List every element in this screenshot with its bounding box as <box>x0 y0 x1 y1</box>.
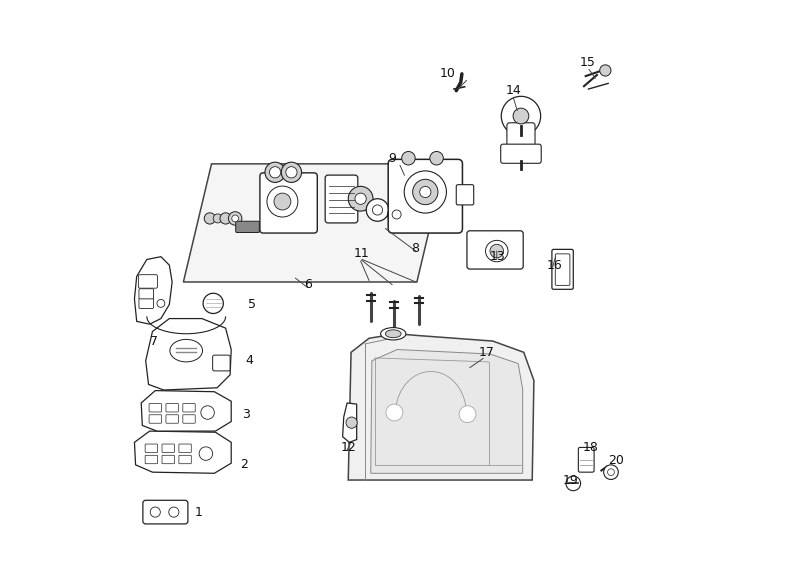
FancyBboxPatch shape <box>162 444 174 452</box>
FancyBboxPatch shape <box>179 455 191 464</box>
FancyBboxPatch shape <box>501 144 542 164</box>
Circle shape <box>502 96 541 136</box>
FancyBboxPatch shape <box>183 403 195 412</box>
Ellipse shape <box>513 108 529 124</box>
Text: 8: 8 <box>411 242 419 255</box>
FancyBboxPatch shape <box>260 173 318 233</box>
Polygon shape <box>370 350 522 473</box>
Circle shape <box>459 406 476 422</box>
FancyBboxPatch shape <box>145 455 158 464</box>
Text: 15: 15 <box>580 56 596 69</box>
FancyBboxPatch shape <box>578 447 594 472</box>
Circle shape <box>157 299 165 307</box>
FancyBboxPatch shape <box>183 415 195 423</box>
Ellipse shape <box>420 186 431 197</box>
Circle shape <box>232 215 238 222</box>
Circle shape <box>204 213 215 224</box>
Text: 2: 2 <box>240 459 247 472</box>
Ellipse shape <box>413 179 438 205</box>
Ellipse shape <box>404 171 446 213</box>
FancyBboxPatch shape <box>162 455 174 464</box>
FancyBboxPatch shape <box>149 415 162 423</box>
Text: 3: 3 <box>242 408 250 421</box>
Ellipse shape <box>381 328 406 340</box>
Text: 13: 13 <box>490 250 506 263</box>
Text: 1: 1 <box>194 506 202 519</box>
Circle shape <box>201 406 214 419</box>
Text: 12: 12 <box>341 442 357 455</box>
Text: 5: 5 <box>248 298 256 311</box>
Text: 9: 9 <box>389 152 397 165</box>
Text: 10: 10 <box>439 67 455 80</box>
FancyBboxPatch shape <box>456 184 474 205</box>
FancyBboxPatch shape <box>467 231 523 269</box>
FancyBboxPatch shape <box>236 221 259 232</box>
Polygon shape <box>141 391 231 431</box>
Circle shape <box>220 213 231 224</box>
Circle shape <box>270 167 281 178</box>
Text: 4: 4 <box>246 354 253 367</box>
Circle shape <box>355 193 366 204</box>
Circle shape <box>430 152 443 165</box>
Circle shape <box>203 293 223 314</box>
FancyBboxPatch shape <box>149 403 162 412</box>
Polygon shape <box>183 164 445 282</box>
Text: 14: 14 <box>506 84 522 97</box>
Text: 20: 20 <box>608 455 624 468</box>
Text: 19: 19 <box>563 474 579 487</box>
Circle shape <box>386 404 403 421</box>
FancyBboxPatch shape <box>139 289 154 299</box>
Circle shape <box>199 447 213 460</box>
Text: 11: 11 <box>354 248 370 261</box>
Circle shape <box>169 507 179 517</box>
Circle shape <box>600 65 611 76</box>
FancyBboxPatch shape <box>166 415 178 423</box>
Ellipse shape <box>274 193 291 210</box>
Circle shape <box>229 212 242 225</box>
Circle shape <box>214 214 222 223</box>
Circle shape <box>282 162 302 182</box>
Text: 18: 18 <box>583 442 598 455</box>
FancyBboxPatch shape <box>145 444 158 452</box>
Polygon shape <box>134 431 231 473</box>
FancyBboxPatch shape <box>507 123 535 150</box>
Circle shape <box>366 199 389 221</box>
Circle shape <box>348 186 373 211</box>
Ellipse shape <box>386 330 401 338</box>
Circle shape <box>392 210 401 219</box>
Text: 16: 16 <box>546 259 562 272</box>
Circle shape <box>608 469 614 475</box>
Polygon shape <box>146 319 231 390</box>
FancyBboxPatch shape <box>325 175 358 223</box>
FancyBboxPatch shape <box>552 249 574 289</box>
Circle shape <box>286 167 297 178</box>
Polygon shape <box>342 403 357 442</box>
FancyBboxPatch shape <box>138 275 158 288</box>
Circle shape <box>373 205 382 215</box>
FancyBboxPatch shape <box>388 160 462 233</box>
Circle shape <box>346 417 358 428</box>
Ellipse shape <box>170 340 202 362</box>
Circle shape <box>604 465 618 479</box>
Text: 17: 17 <box>478 346 494 359</box>
Ellipse shape <box>486 240 508 262</box>
FancyBboxPatch shape <box>179 444 191 452</box>
Text: 6: 6 <box>304 278 312 292</box>
FancyBboxPatch shape <box>139 298 154 309</box>
Text: 7: 7 <box>150 334 158 347</box>
Circle shape <box>150 507 160 517</box>
FancyBboxPatch shape <box>213 355 230 371</box>
Ellipse shape <box>490 244 503 258</box>
Ellipse shape <box>267 186 298 217</box>
Circle shape <box>265 162 286 182</box>
FancyBboxPatch shape <box>166 403 178 412</box>
Polygon shape <box>134 257 172 324</box>
FancyBboxPatch shape <box>555 254 570 285</box>
FancyBboxPatch shape <box>143 500 188 524</box>
Polygon shape <box>348 334 534 480</box>
Circle shape <box>566 476 581 491</box>
Circle shape <box>388 205 406 223</box>
Circle shape <box>402 152 415 165</box>
